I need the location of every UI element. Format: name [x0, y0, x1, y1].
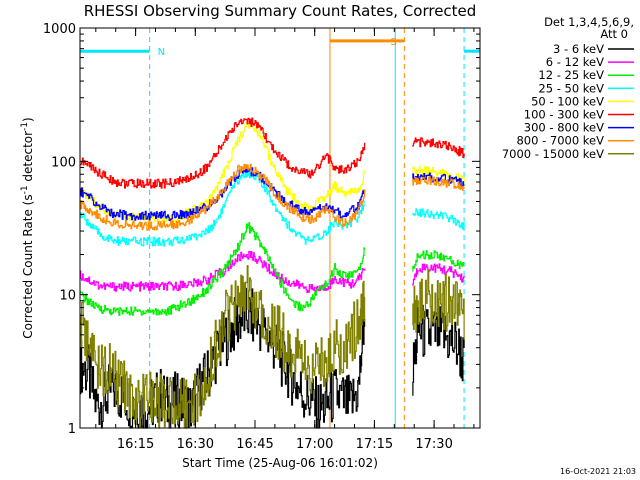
series-line-100-300-kev-seg1: [80, 117, 366, 189]
plot-frame: [79, 27, 481, 429]
x-tick-label: 16:15: [117, 437, 154, 452]
legend-label: 800 - 7000 keV: [516, 134, 604, 148]
series-line-25-50-kev-seg2: [412, 208, 465, 230]
flag-label-n: N: [158, 47, 165, 58]
y-tick-label: 1000: [43, 22, 76, 37]
x-axis-label: Start Time (25-Aug-06 16:01:02): [182, 456, 378, 470]
x-tick-label: 16:30: [177, 437, 214, 452]
series-line-12-25-kev-seg1: [80, 222, 366, 316]
y-tick-label: 1: [68, 422, 76, 437]
x-tick-label: 17:15: [356, 437, 393, 452]
series-line-7000-15000-kev-seg1: [80, 265, 366, 429]
series-line-800-7000-kev-seg1: [80, 163, 366, 231]
series-line-6-12-kev-seg2: [412, 263, 465, 286]
x-tick-label: 17:00: [296, 437, 333, 452]
y-axis-label: Corrected Count Rate (s-1 detector-1): [20, 117, 35, 338]
series-line-300-800-kev-seg1: [80, 165, 366, 221]
legend-label: 25 - 50 keV: [538, 81, 604, 95]
y-tick-label: 10: [59, 289, 76, 304]
x-tick-label: 16:45: [236, 437, 273, 452]
flag-label-s: S: [390, 37, 396, 48]
legend-label: 12 - 25 keV: [538, 68, 604, 82]
series-line-7000-15000-kev-seg2: [412, 269, 465, 340]
legend-label: 300 - 800 keV: [524, 121, 604, 135]
series-line-50-100-kev-seg2: [412, 165, 465, 184]
legend-label: 7000 - 15000 keV: [502, 147, 604, 161]
legend-label: 50 - 100 keV: [531, 94, 604, 108]
legend-header-attenuator: Att 0: [600, 27, 628, 41]
series-line-12-25-kev-seg2: [412, 250, 465, 272]
legend-label: 100 - 300 keV: [524, 108, 604, 122]
series-line-25-50-kev-seg1: [80, 169, 366, 247]
series-line-800-7000-kev-seg2: [412, 176, 465, 191]
legend-label: 3 - 6 keV: [553, 42, 604, 56]
plot-timestamp: 16-Oct-2021 21:03: [560, 467, 636, 476]
legend-header-detectors: Det 1,3,4,5,6,9,: [544, 15, 634, 29]
series-line-50-100-kev-seg1: [80, 121, 366, 223]
series-line-100-300-kev-seg2: [412, 137, 465, 158]
axes: 16:15 16:30 16:45 17:00 17:15 17:30 1 10 100 1000: [43, 22, 480, 452]
series-line-300-800-kev-seg2: [412, 172, 465, 188]
x-tick-label: 17:30: [415, 437, 452, 452]
legend-label: 6 - 12 keV: [546, 55, 604, 69]
y-tick-label: 100: [51, 155, 76, 170]
chart-title: RHESSI Observing Summary Count Rates, Co…: [84, 2, 477, 20]
